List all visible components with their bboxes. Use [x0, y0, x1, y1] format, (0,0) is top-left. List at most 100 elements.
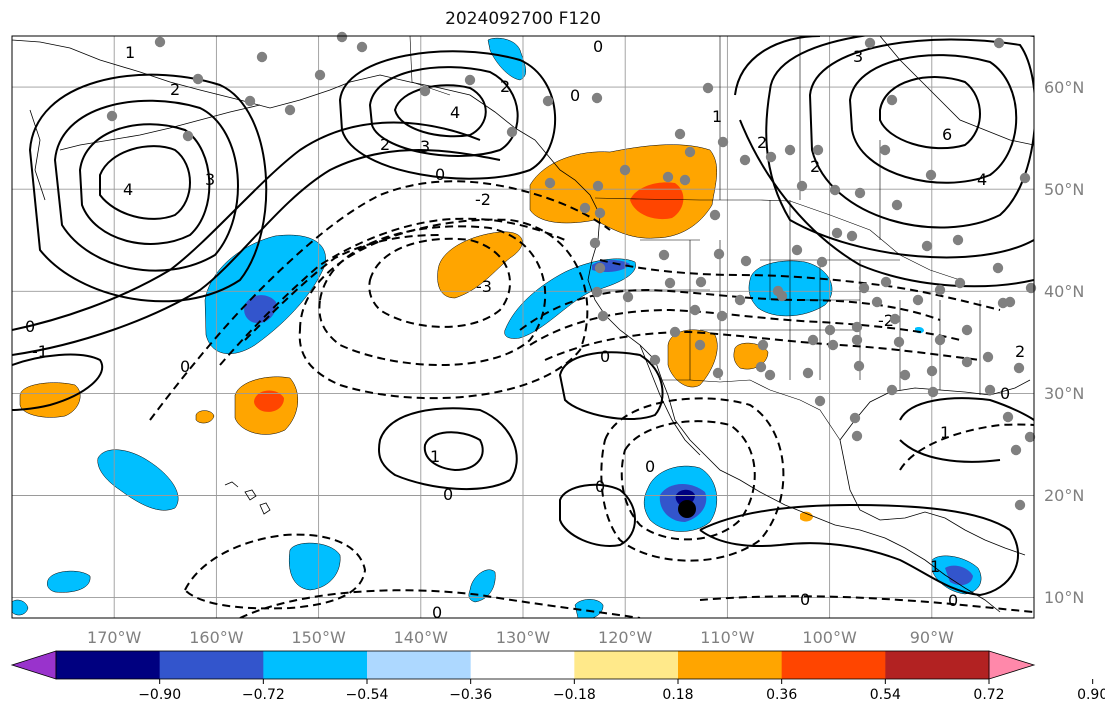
lon-tick-label: 130°W: [496, 628, 551, 647]
colorbar-tick-label: −0.54: [346, 687, 389, 703]
station-dot: [591, 286, 603, 298]
contour-pos-cpac: [377, 407, 518, 491]
station-dot: [594, 262, 606, 274]
station-dot: [807, 334, 819, 346]
station-dot: [506, 126, 518, 138]
contour-neg-trough-3: [244, 234, 441, 341]
station-dot: [776, 290, 788, 302]
colorbar-tick-label: −0.36: [449, 687, 492, 703]
station-dot: [954, 277, 966, 289]
contour-label: 1: [712, 107, 722, 126]
contour-label: 4: [123, 180, 133, 199]
station-dot: [854, 187, 866, 199]
colorbar-segment: [574, 651, 679, 679]
contour-neg-calif-4: [599, 259, 1001, 311]
colorbar-tick-label: −0.18: [553, 687, 596, 703]
station-dot: [925, 169, 937, 181]
contour-high-alaska-2: [368, 66, 519, 157]
shade-blue-alaska: [487, 37, 526, 81]
contour-label: 2: [170, 80, 180, 99]
contour-label: 2: [810, 157, 820, 176]
map-title: 2024092700 F120: [445, 9, 601, 29]
colorbar-segment: [678, 651, 783, 679]
lon-tick-label: 110°W: [700, 628, 755, 647]
border-alaska-canada: [409, 36, 451, 96]
lat-tick-label: 50°N: [1044, 180, 1084, 199]
station-dot: [679, 174, 691, 186]
contour-label: 3: [205, 170, 215, 189]
shade-orange-midpac: [437, 231, 523, 299]
shade-orange-mexico: [800, 511, 813, 522]
shade-darkblue-camerica: [945, 565, 973, 586]
contour-label: 0: [443, 485, 453, 504]
station-dot: [182, 130, 194, 142]
station-dot: [684, 146, 696, 158]
contour-label: 0: [570, 86, 580, 105]
colorbar-tick-label: 0.54: [870, 687, 901, 703]
station-dot: [864, 37, 876, 49]
station-dot: [982, 351, 994, 363]
storm-marker: [678, 500, 696, 518]
colorbar-tick-label: −0.72: [242, 687, 285, 703]
station-dot: [997, 297, 1009, 309]
station-dot: [851, 321, 863, 333]
station-dot: [1013, 362, 1025, 374]
coast-baja: [639, 344, 701, 456]
station-dot: [658, 249, 670, 261]
station-dot: [891, 199, 903, 211]
coast-aleutians: [59, 104, 261, 151]
contour-low-nw-2: [78, 123, 211, 245]
station-dot: [921, 240, 933, 252]
contour-label: 0: [25, 317, 35, 336]
station-dot: [961, 324, 973, 336]
station-dot: [314, 69, 326, 81]
station-dot: [927, 386, 939, 398]
contour-label: 3: [853, 47, 863, 66]
shade-orange-small: [195, 410, 215, 424]
lon-tick-label: 150°W: [291, 628, 346, 647]
station-dot: [814, 395, 826, 407]
station-dot: [893, 336, 905, 348]
lat-tick-label: 40°N: [1044, 282, 1084, 301]
contour-label: 1: [930, 557, 940, 576]
coast-alaska-interior: [29, 109, 46, 201]
contour-neg-baja-2: [600, 397, 785, 562]
station-dot: [952, 234, 964, 246]
station-dot: [284, 104, 296, 116]
station-dot: [791, 244, 803, 256]
contour-label: 0: [595, 477, 605, 496]
station-dot: [1002, 411, 1014, 423]
station-dot: [619, 164, 631, 176]
colorbar-segment: [885, 651, 990, 679]
lat-tick-label: 10°N: [1044, 588, 1084, 607]
colorbar-extend-high: [988, 650, 1036, 680]
station-dot: [992, 262, 1004, 274]
colorbar-outline: [55, 650, 990, 680]
station-dot: [597, 310, 609, 322]
grid-lines: [12, 36, 1034, 618]
station-dot: [591, 92, 603, 104]
station-dot: [542, 95, 554, 107]
contour-neg-calif-2: [529, 308, 961, 346]
contour-label: 0: [800, 590, 810, 609]
station-dot: [886, 94, 898, 106]
station-dot: [106, 110, 118, 122]
station-dot: [816, 256, 828, 268]
contour-low-nw-4: [28, 73, 268, 303]
map-frame: [11, 35, 1035, 619]
station-dot: [757, 339, 769, 351]
station-dot: [662, 171, 674, 183]
contour-label: 2: [500, 77, 510, 96]
station-dot: [579, 202, 591, 214]
station-dot: [1010, 444, 1022, 456]
station-dot: [464, 74, 476, 86]
coast-gulf: [839, 379, 1031, 441]
station-dot: [664, 277, 676, 289]
station-dot: [702, 82, 714, 94]
contour-label: 3: [420, 137, 430, 156]
contour-neg-south-3: [699, 595, 1034, 613]
station-dot: [336, 31, 348, 43]
contour-label: -2: [475, 190, 491, 209]
contour-pos-epac: [559, 483, 636, 547]
